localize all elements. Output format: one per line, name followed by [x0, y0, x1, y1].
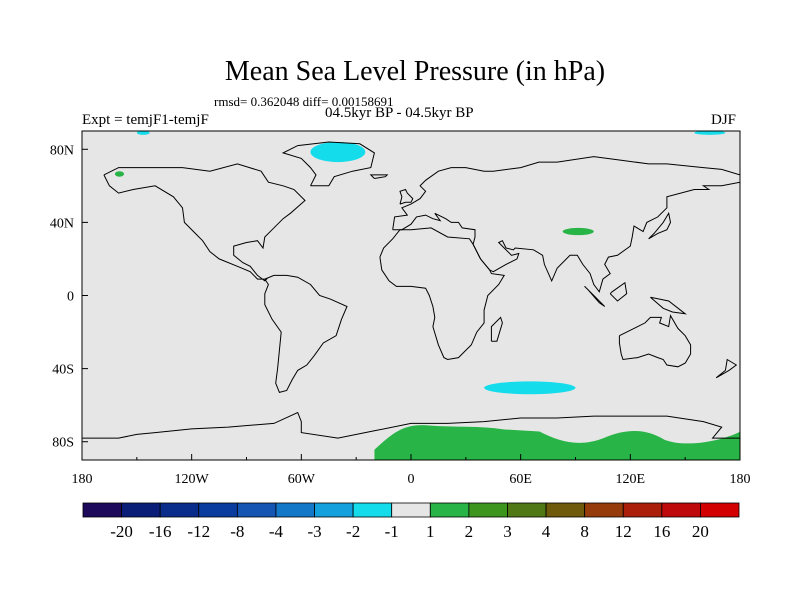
anomaly-region	[374, 425, 740, 460]
colorbar-box	[121, 502, 161, 518]
coastline	[392, 156, 740, 293]
colorbar-label: 1	[426, 522, 435, 541]
anomaly-region	[114, 171, 125, 177]
map-axes: 180 120W 60W 0 60E 120E 180 80N 40N 0 40S 80S	[50, 143, 751, 487]
colorbar-box	[391, 502, 431, 518]
colorbar: -20 -16 -12 -8 -4 -3 -2 -1 1 2 3 4 8 12 16 20	[82, 502, 740, 541]
map-background	[82, 131, 740, 460]
period-subtitle: 04.5kyr BP - 04.5kyr BP	[325, 105, 474, 121]
coastline	[648, 211, 672, 240]
coastline	[490, 316, 503, 342]
y-tick-label: 40S	[52, 363, 74, 378]
colorbar-box	[622, 502, 663, 518]
coastline	[584, 286, 606, 307]
colorbar-label: -16	[149, 522, 172, 541]
y-tick-label: 0	[67, 290, 74, 305]
anomaly-region	[136, 131, 150, 135]
colorbar-label: 16	[653, 522, 670, 541]
colorbar-label: -2	[346, 522, 360, 541]
colorbar-box	[159, 502, 200, 518]
colorbar-box	[507, 502, 547, 518]
anomaly-region	[694, 131, 726, 135]
colorbar-box	[236, 502, 277, 518]
y-tick-label: 80N	[50, 143, 74, 158]
colorbar-label: -1	[385, 522, 399, 541]
colorbar-label: -8	[230, 522, 244, 541]
x-tick-label: 180	[730, 472, 751, 487]
y-tick-label: 80S	[52, 436, 74, 451]
colorbar-box	[545, 502, 586, 518]
coastline	[618, 314, 692, 368]
x-tick-label: 60E	[509, 472, 532, 487]
x-tick-label: 0	[408, 472, 415, 487]
colorbar-box	[275, 502, 315, 518]
coastline	[609, 281, 628, 302]
coastline	[103, 163, 306, 282]
colorbar-label: 4	[542, 522, 551, 541]
colorbar-box	[314, 502, 354, 518]
colorbar-box	[700, 502, 740, 518]
x-tick-label: 120E	[616, 472, 646, 487]
colorbar-box	[661, 502, 701, 518]
y-tick-label: 40N	[50, 216, 74, 231]
colorbar-label: 2	[465, 522, 474, 541]
map-panel	[81, 130, 741, 461]
season-label: DJF	[711, 112, 737, 128]
coastline	[379, 227, 506, 361]
colorbar-box	[584, 502, 624, 518]
anomaly-region	[562, 227, 594, 236]
colorbar-box	[198, 502, 238, 518]
coastline	[369, 174, 389, 179]
colorbar-label: -3	[307, 522, 321, 541]
colorbar-box	[429, 502, 470, 518]
coastline	[82, 411, 740, 439]
coastline	[715, 358, 738, 379]
coastline	[264, 274, 348, 393]
x-tick-label: 120W	[175, 472, 210, 487]
colorbar-label: 3	[503, 522, 512, 541]
experiment-label: Expt = temjF1-temjF	[82, 112, 209, 128]
anomaly-region	[310, 141, 366, 163]
colorbar-label: -20	[110, 522, 133, 541]
coastline	[650, 296, 687, 315]
colorbar-label: 20	[692, 522, 709, 541]
anomaly-region	[484, 381, 576, 395]
x-tick-label: 60W	[288, 472, 316, 487]
x-tick-label: 180	[72, 472, 93, 487]
colorbar-label: 12	[615, 522, 632, 541]
colorbar-box	[82, 502, 122, 518]
colorbar-label: -4	[269, 522, 284, 541]
colorbar-label: -12	[187, 522, 210, 541]
colorbar-label: 8	[580, 522, 589, 541]
colorbar-box	[352, 502, 393, 518]
colorbar-box	[468, 502, 508, 518]
coastline	[281, 141, 375, 187]
coastline	[399, 188, 414, 205]
chart-title: Mean Sea Level Pressure (in hPa)	[224, 56, 606, 87]
stats-subtitle: rmsd= 0.362048 diff= 0.00158691	[214, 94, 394, 109]
